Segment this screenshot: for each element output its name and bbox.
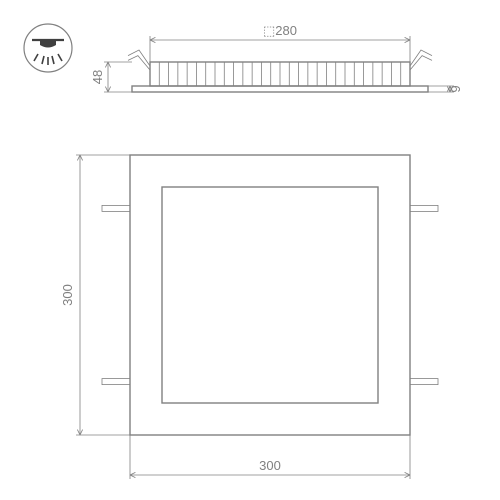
downlight-icon — [24, 24, 72, 72]
dim-height-300: 300 — [60, 284, 75, 306]
dim-9: 9 — [448, 85, 463, 92]
front-view: 300 300 — [60, 155, 438, 479]
side-elevation: ⬚280 48 9 — [90, 23, 463, 93]
dim-width-300: 300 — [259, 458, 281, 473]
dim-cutout: ⬚280 — [263, 23, 297, 38]
dim-height-48: 48 — [90, 70, 105, 84]
